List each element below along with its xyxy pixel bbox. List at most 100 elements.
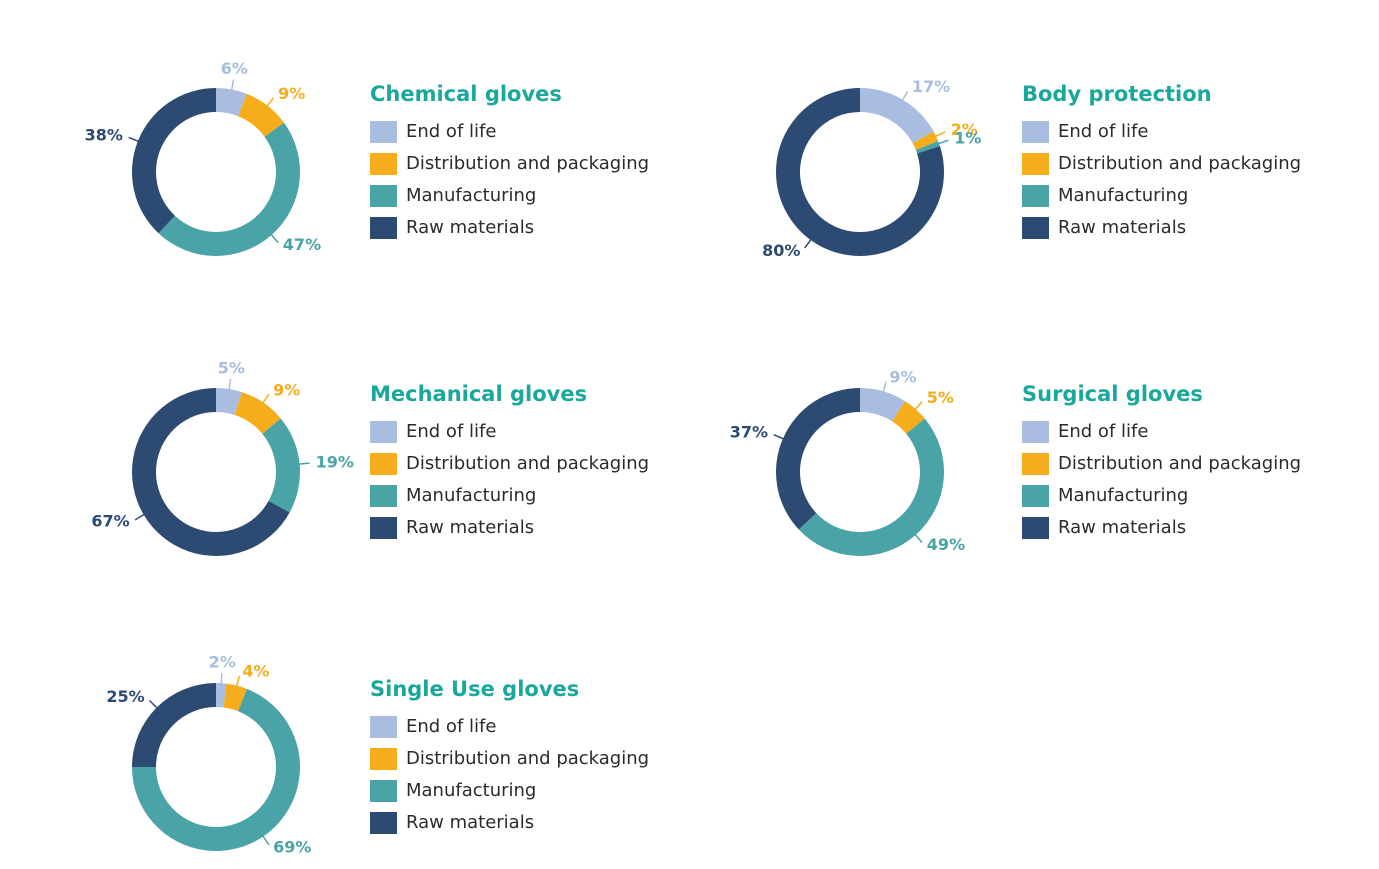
donut-segment bbox=[234, 392, 281, 434]
value-label: 2% bbox=[951, 120, 978, 139]
leader-line bbox=[261, 393, 270, 405]
legend-swatch bbox=[1022, 421, 1049, 443]
donut-segment bbox=[132, 388, 290, 556]
value-label: 9% bbox=[273, 380, 300, 399]
legend-swatch bbox=[370, 748, 397, 770]
leader-line bbox=[265, 97, 275, 108]
value-label: 1% bbox=[954, 128, 981, 147]
value-label: 17% bbox=[912, 77, 950, 96]
legend-swatch bbox=[370, 153, 397, 175]
leader-line bbox=[913, 533, 923, 544]
leader-line bbox=[134, 513, 146, 521]
legend-swatch bbox=[1022, 453, 1049, 475]
donut-segment bbox=[915, 141, 940, 154]
leader-line bbox=[804, 237, 813, 249]
legend-swatch bbox=[370, 453, 397, 475]
legend-swatch bbox=[370, 485, 397, 507]
leader-line bbox=[261, 834, 270, 846]
chart-title: Surgical gloves bbox=[1022, 382, 1203, 406]
legend-label: Manufacturing bbox=[406, 780, 536, 801]
legend-label: Raw materials bbox=[1058, 217, 1186, 238]
value-label: 69% bbox=[273, 838, 311, 857]
legend-swatch bbox=[1022, 185, 1049, 207]
leader-line bbox=[882, 381, 887, 394]
value-label: 25% bbox=[106, 687, 144, 706]
leader-line bbox=[149, 700, 159, 710]
legend-label: Raw materials bbox=[406, 217, 534, 238]
donut-segment bbox=[223, 683, 247, 712]
legend-label: Raw materials bbox=[1058, 517, 1186, 538]
legend-label: End of life bbox=[406, 121, 496, 142]
donut-segment bbox=[132, 688, 300, 852]
chart-title: Single Use gloves bbox=[370, 677, 579, 701]
leader-line bbox=[933, 131, 946, 138]
value-label: 9% bbox=[278, 84, 305, 103]
legend-swatch bbox=[1022, 517, 1049, 539]
leader-line bbox=[230, 79, 235, 92]
value-label: 80% bbox=[762, 241, 800, 260]
leader-line bbox=[128, 136, 141, 143]
legend-swatch bbox=[370, 217, 397, 239]
legend-label: Distribution and packaging bbox=[406, 153, 649, 174]
value-label: 49% bbox=[927, 535, 965, 554]
legend-label: Raw materials bbox=[406, 517, 534, 538]
leader-line bbox=[913, 400, 923, 411]
leader-line bbox=[773, 433, 786, 441]
legend-swatch bbox=[1022, 217, 1049, 239]
donut-segment bbox=[216, 683, 227, 708]
value-label: 47% bbox=[283, 235, 321, 254]
legend-swatch bbox=[1022, 485, 1049, 507]
donut-segment bbox=[132, 683, 216, 767]
legend-swatch bbox=[1022, 153, 1049, 175]
chart-title: Chemical gloves bbox=[370, 82, 562, 106]
leader-line bbox=[936, 139, 949, 145]
donut-segment bbox=[238, 93, 284, 137]
legend-label: End of life bbox=[1058, 121, 1148, 142]
legend-swatch bbox=[370, 716, 397, 738]
legend-label: Distribution and packaging bbox=[406, 748, 649, 769]
leader-line bbox=[269, 233, 279, 244]
donut-segment bbox=[860, 388, 906, 422]
legend-swatch bbox=[370, 780, 397, 802]
donut-segment bbox=[912, 131, 939, 150]
chart-title: Mechanical gloves bbox=[370, 382, 587, 406]
leader-line bbox=[228, 379, 232, 392]
legend-label: Manufacturing bbox=[406, 485, 536, 506]
legend-swatch bbox=[370, 812, 397, 834]
legend-label: Manufacturing bbox=[1058, 185, 1188, 206]
donut-segment bbox=[216, 388, 242, 415]
donut-segment bbox=[860, 88, 934, 144]
value-label: 6% bbox=[221, 59, 248, 78]
legend-swatch bbox=[370, 421, 397, 443]
donut-segment bbox=[216, 88, 247, 117]
leader-line bbox=[297, 462, 310, 466]
legend-label: Manufacturing bbox=[1058, 485, 1188, 506]
legend-swatch bbox=[370, 185, 397, 207]
value-label: 38% bbox=[85, 125, 123, 144]
legend-label: End of life bbox=[406, 421, 496, 442]
donut-segment bbox=[892, 401, 925, 434]
value-label: 2% bbox=[209, 653, 236, 672]
legend-swatch bbox=[1022, 121, 1049, 143]
donut-segment bbox=[776, 388, 860, 530]
donut-segment bbox=[262, 418, 300, 513]
legend-label: Distribution and packaging bbox=[1058, 153, 1301, 174]
legend-label: Raw materials bbox=[406, 812, 534, 833]
legend-label: Distribution and packaging bbox=[406, 453, 649, 474]
leader-line bbox=[235, 675, 241, 688]
donut-segment bbox=[132, 88, 216, 234]
chart-title: Body protection bbox=[1022, 82, 1212, 106]
leader-line bbox=[220, 673, 223, 686]
leader-line bbox=[901, 90, 909, 102]
donut-segment bbox=[798, 418, 945, 557]
legend-label: End of life bbox=[1058, 421, 1148, 442]
value-label: 37% bbox=[730, 423, 768, 442]
legend-label: Manufacturing bbox=[406, 185, 536, 206]
value-label: 4% bbox=[242, 662, 269, 681]
value-label: 67% bbox=[91, 511, 129, 530]
legend-label: Distribution and packaging bbox=[1058, 453, 1301, 474]
value-label: 19% bbox=[316, 452, 354, 471]
legend-label: End of life bbox=[406, 716, 496, 737]
value-label: 9% bbox=[889, 367, 916, 386]
